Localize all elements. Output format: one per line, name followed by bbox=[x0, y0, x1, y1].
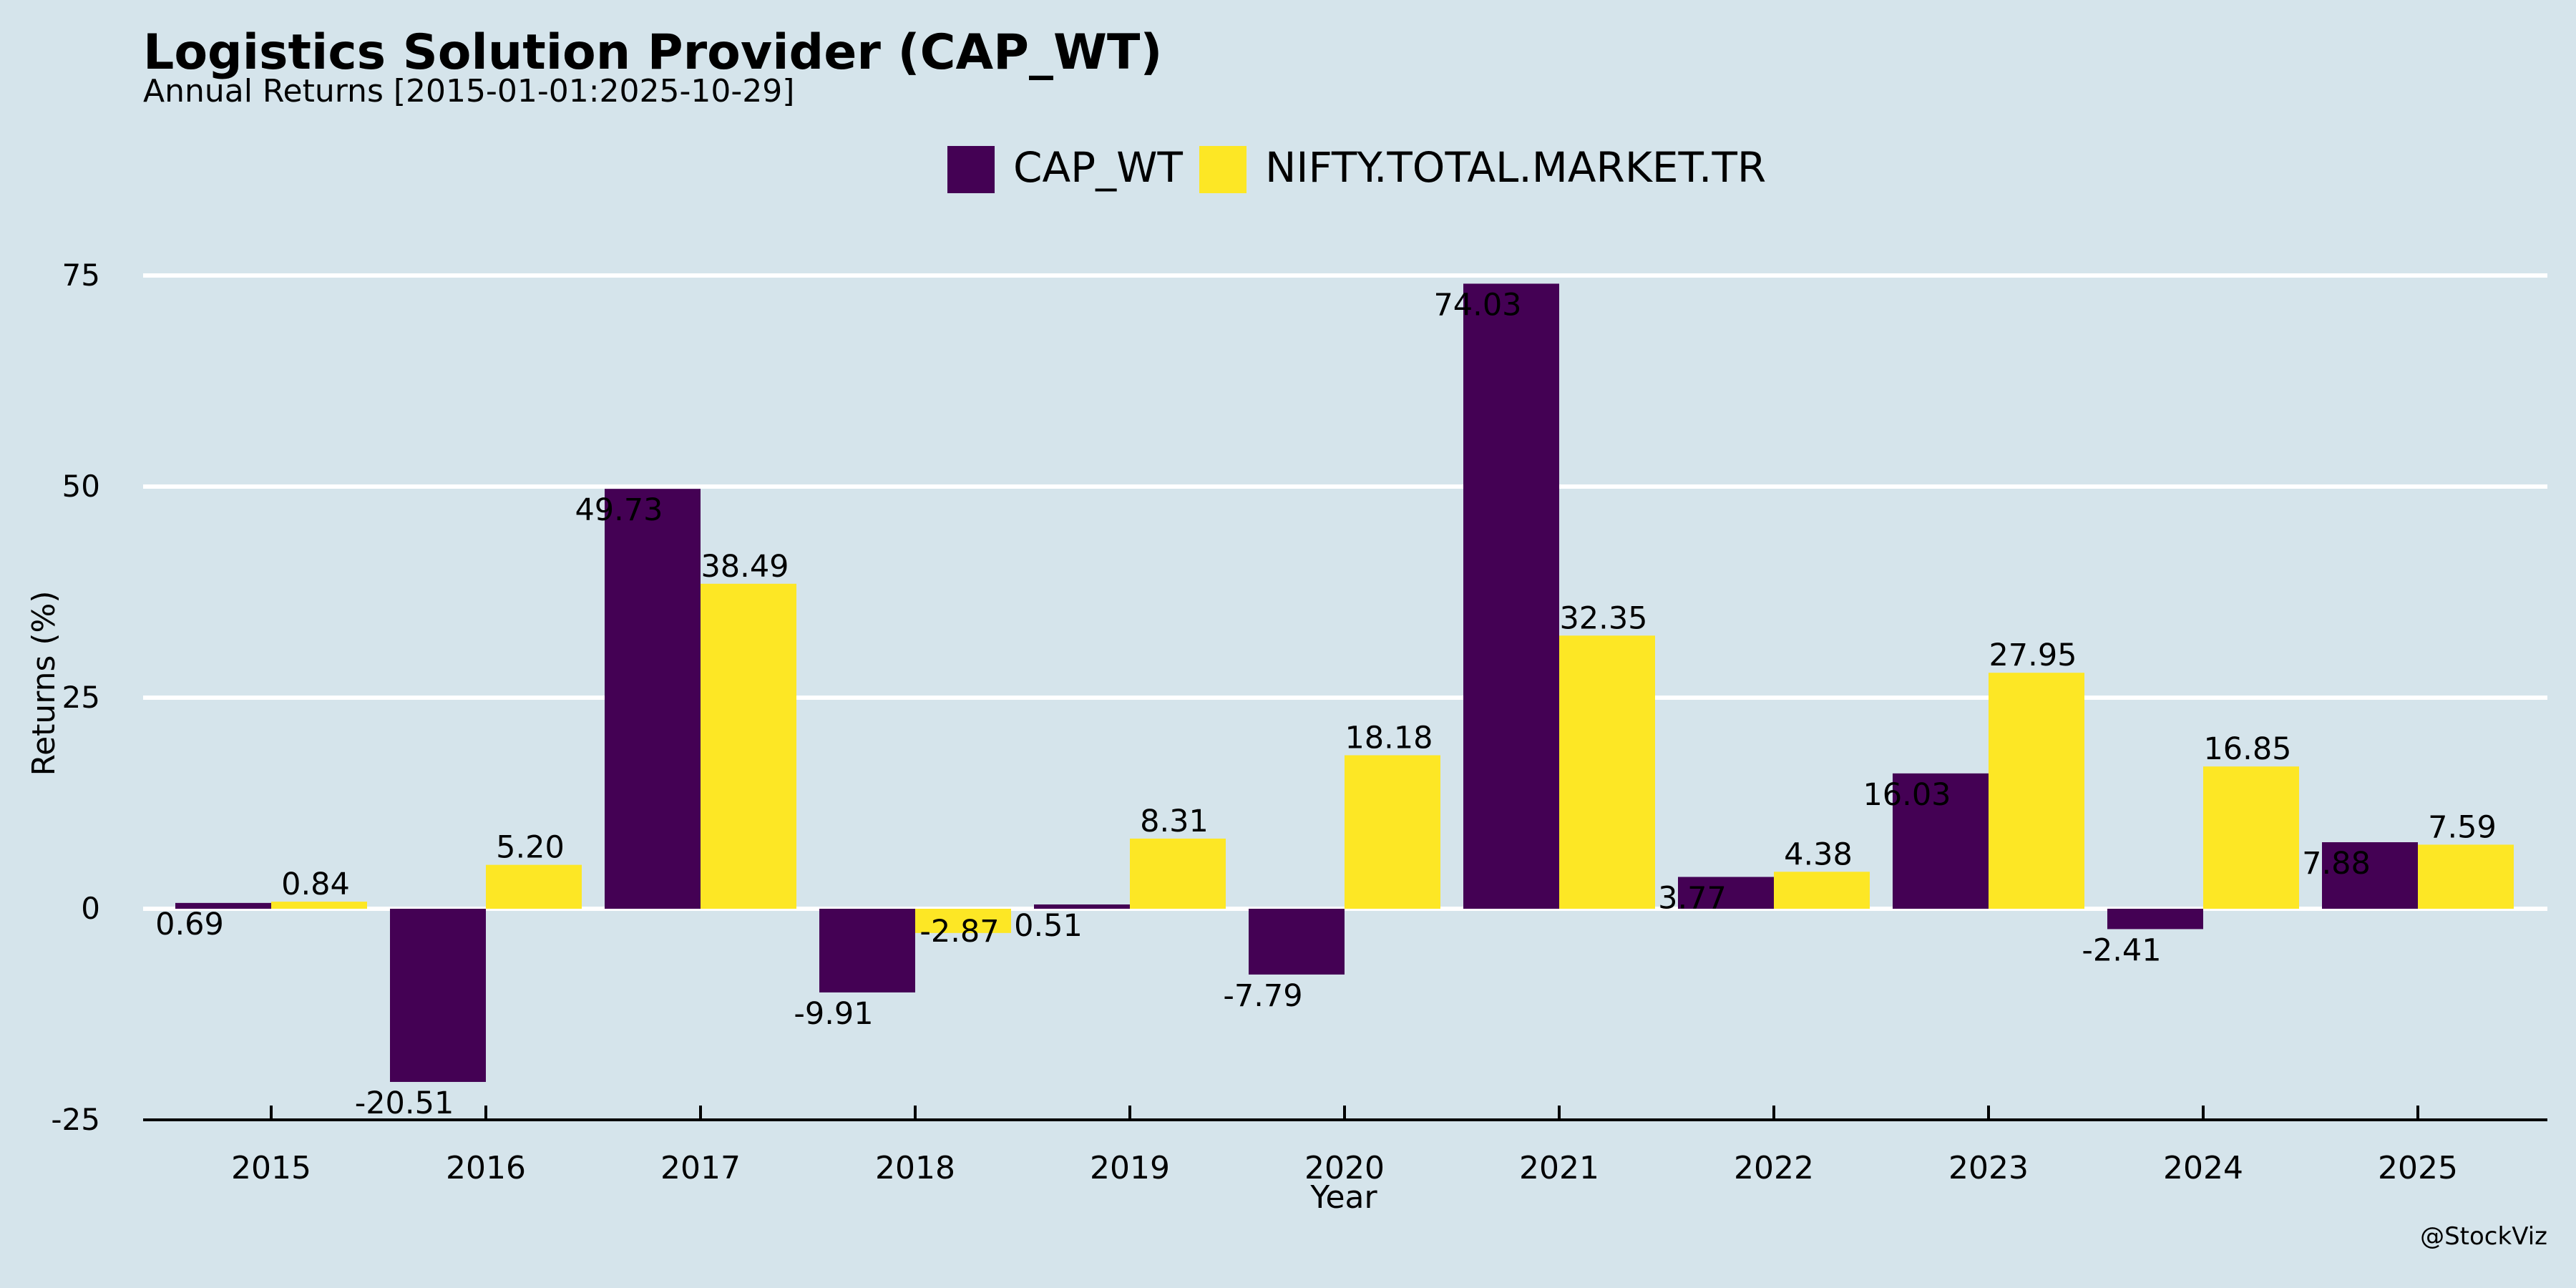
data-label: 7.88 bbox=[2302, 846, 2371, 882]
x-axis-title: Year bbox=[1309, 1179, 1377, 1216]
legend-label: NIFTY.TOTAL.MARKET.TR bbox=[1265, 143, 1766, 192]
axes: -25 0 25 50 75 2015 2016 2017 2018 2019 2020 2021 20… bbox=[26, 258, 2547, 1216]
data-label: -2.87 bbox=[919, 914, 999, 950]
bar-nifty-2021 bbox=[1559, 635, 1655, 909]
data-label: 8.31 bbox=[1140, 804, 1209, 839]
y-tick-label: 50 bbox=[62, 469, 100, 504]
legend-swatch-nifty bbox=[1199, 146, 1246, 193]
bar-cap-wt-2021 bbox=[1463, 283, 1559, 909]
x-tick-label: 2018 bbox=[875, 1150, 955, 1186]
bar-cap-wt-2022 bbox=[1678, 877, 1774, 909]
data-label: 3.77 bbox=[1658, 881, 1727, 917]
data-label: 0.84 bbox=[281, 867, 350, 902]
y-tick-label: 0 bbox=[81, 891, 100, 926]
y-tick-label: 75 bbox=[62, 258, 100, 293]
bar-cap-wt-2018 bbox=[819, 909, 915, 992]
data-label: 18.18 bbox=[1345, 720, 1433, 756]
data-label: 7.59 bbox=[2428, 809, 2497, 845]
chart-subtitle: Annual Returns [2015-01-01:2025-10-29] bbox=[143, 73, 795, 109]
bar-nifty-2022 bbox=[1774, 872, 1870, 909]
bar-nifty-2020 bbox=[1345, 755, 1440, 909]
x-tick-label: 2015 bbox=[231, 1150, 311, 1186]
y-axis-title: Returns (%) bbox=[26, 590, 62, 776]
bar-nifty-2016 bbox=[486, 864, 582, 909]
x-tick-label: 2024 bbox=[2163, 1150, 2243, 1186]
bar-nifty-2023 bbox=[1989, 673, 2084, 909]
data-labels: 0.69 0.84 -20.51 5.20 49.73 38.49 -9.91 -2.87 0.… bbox=[155, 287, 2497, 1121]
x-tick-label: 2021 bbox=[1519, 1150, 1599, 1186]
data-label: 5.20 bbox=[496, 830, 565, 866]
data-label: 0.69 bbox=[155, 907, 224, 942]
x-tick-label: 2017 bbox=[660, 1150, 741, 1186]
x-tick-label: 2022 bbox=[1734, 1150, 1814, 1186]
data-label: 0.51 bbox=[1014, 908, 1083, 944]
bar-nifty-2017 bbox=[701, 583, 796, 909]
x-tick-label: 2016 bbox=[446, 1150, 526, 1186]
data-label: 49.73 bbox=[575, 492, 663, 528]
x-tick-label: 2019 bbox=[1090, 1150, 1170, 1186]
bars bbox=[175, 283, 2514, 1083]
legend-swatch-cap-wt bbox=[947, 146, 995, 193]
bar-cap-wt-2016 bbox=[390, 909, 486, 1083]
chart-title: Logistics Solution Provider (CAP_WT) bbox=[143, 24, 1163, 81]
data-label: -9.91 bbox=[794, 996, 873, 1032]
data-label: -20.51 bbox=[355, 1085, 454, 1121]
data-label: 16.85 bbox=[2203, 731, 2291, 767]
x-tick-label: 2020 bbox=[1304, 1150, 1385, 1186]
data-label: 38.49 bbox=[701, 549, 789, 585]
data-label: 16.03 bbox=[1863, 777, 1951, 813]
bar-nifty-2025 bbox=[2418, 844, 2514, 909]
bar-cap-wt-2024 bbox=[2107, 909, 2203, 930]
data-label: 27.95 bbox=[1989, 638, 2077, 673]
bar-cap-wt-2020 bbox=[1249, 909, 1345, 975]
bar-cap-wt-2017 bbox=[605, 489, 701, 909]
bar-nifty-2019 bbox=[1130, 838, 1226, 909]
y-tick-label: -25 bbox=[51, 1102, 100, 1137]
x-tick-label: 2025 bbox=[2378, 1150, 2458, 1186]
bar-cap-wt-2019 bbox=[1034, 904, 1130, 909]
data-label: 74.03 bbox=[1433, 287, 1521, 323]
data-label: -2.41 bbox=[2082, 932, 2161, 968]
bar-nifty-2018 bbox=[915, 909, 1011, 933]
legend-label: CAP_WT bbox=[1013, 143, 1183, 192]
bar-cap-wt-2023 bbox=[1893, 773, 1989, 909]
bar-cap-wt-2015 bbox=[175, 902, 271, 909]
data-label: -7.79 bbox=[1223, 978, 1302, 1014]
legend: CAP_WT NIFTY.TOTAL.MARKET.TR bbox=[947, 143, 1766, 193]
y-tick-label: 25 bbox=[62, 680, 100, 715]
data-label: 32.35 bbox=[1559, 600, 1647, 636]
bar-nifty-2024 bbox=[2203, 766, 2299, 909]
data-label: 4.38 bbox=[1784, 836, 1853, 872]
watermark: @StockViz bbox=[2420, 1222, 2547, 1251]
bar-nifty-2015 bbox=[271, 902, 367, 909]
x-tick-label: 2023 bbox=[1948, 1150, 2029, 1186]
bar-cap-wt-2025 bbox=[2322, 842, 2418, 909]
